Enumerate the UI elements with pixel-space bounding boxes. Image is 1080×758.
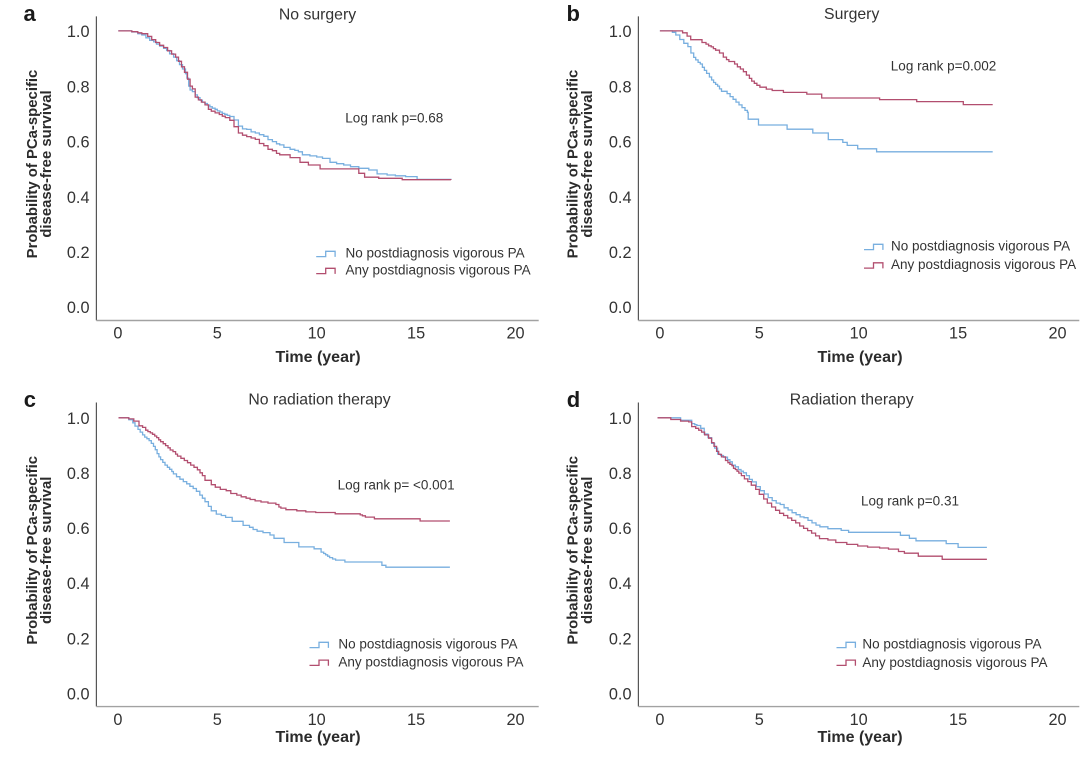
svg-text:Log rank p= <0.001: Log rank p= <0.001 xyxy=(338,478,455,493)
svg-text:0.8: 0.8 xyxy=(609,465,632,483)
svg-text:1.0: 1.0 xyxy=(609,23,632,41)
svg-text:disease-free survival: disease-free survival xyxy=(39,90,55,237)
svg-text:20: 20 xyxy=(1048,711,1066,729)
svg-text:c: c xyxy=(24,387,36,412)
svg-text:disease-free survival: disease-free survival xyxy=(580,477,596,624)
svg-text:0.6: 0.6 xyxy=(609,134,632,152)
svg-text:No postdiagnosis vigorous PA: No postdiagnosis vigorous PA xyxy=(891,239,1070,254)
svg-text:15: 15 xyxy=(949,711,967,729)
svg-text:Log rank p=0.68: Log rank p=0.68 xyxy=(345,111,443,126)
svg-text:20: 20 xyxy=(506,324,524,342)
svg-text:0: 0 xyxy=(655,711,664,729)
svg-text:0.6: 0.6 xyxy=(609,520,632,538)
svg-text:0.0: 0.0 xyxy=(67,685,90,703)
svg-text:5: 5 xyxy=(213,711,222,729)
svg-text:No postdiagnosis vigorous PA: No postdiagnosis vigorous PA xyxy=(346,246,525,261)
svg-text:0.8: 0.8 xyxy=(67,465,90,483)
svg-text:b: b xyxy=(567,1,580,26)
svg-text:No surgery: No surgery xyxy=(279,6,356,23)
svg-text:disease-free survival: disease-free survival xyxy=(580,90,596,237)
svg-text:1.0: 1.0 xyxy=(67,23,90,41)
svg-text:0.0: 0.0 xyxy=(609,685,632,703)
svg-text:5: 5 xyxy=(213,324,222,342)
svg-text:Log rank p=0.31: Log rank p=0.31 xyxy=(861,494,959,509)
svg-text:No postdiagnosis vigorous PA: No postdiagnosis vigorous PA xyxy=(338,637,517,652)
svg-text:5: 5 xyxy=(755,324,764,342)
svg-text:Any postdiagnosis vigorous PA: Any postdiagnosis vigorous PA xyxy=(338,654,523,669)
svg-text:10: 10 xyxy=(308,324,326,342)
svg-text:0.6: 0.6 xyxy=(67,520,90,538)
svg-text:No postdiagnosis vigorous PA: No postdiagnosis vigorous PA xyxy=(862,636,1041,651)
svg-text:Time (year): Time (year) xyxy=(275,349,360,366)
svg-text:0.6: 0.6 xyxy=(67,134,90,152)
svg-text:10: 10 xyxy=(308,711,326,729)
svg-text:Radiation therapy: Radiation therapy xyxy=(790,391,914,408)
svg-text:0: 0 xyxy=(113,324,122,342)
svg-text:10: 10 xyxy=(850,711,868,729)
svg-text:Surgery: Surgery xyxy=(824,6,879,23)
svg-text:a: a xyxy=(24,1,37,26)
svg-text:0.2: 0.2 xyxy=(609,630,632,648)
svg-text:0.4: 0.4 xyxy=(609,575,632,593)
svg-text:0.2: 0.2 xyxy=(67,244,90,262)
svg-text:15: 15 xyxy=(407,711,425,729)
svg-text:0.4: 0.4 xyxy=(609,189,632,207)
svg-text:Probability of PCa-specific: Probability of PCa-specific xyxy=(566,70,582,259)
svg-text:0.0: 0.0 xyxy=(67,299,90,317)
svg-text:Probability of PCa-specific: Probability of PCa-specific xyxy=(25,70,41,259)
svg-text:10: 10 xyxy=(850,324,868,342)
svg-text:No radiation therapy: No radiation therapy xyxy=(248,391,390,408)
svg-text:d: d xyxy=(567,387,580,412)
svg-text:0.2: 0.2 xyxy=(67,630,90,648)
svg-text:Time (year): Time (year) xyxy=(817,349,902,366)
svg-text:0.8: 0.8 xyxy=(67,78,90,96)
svg-text:Log rank p=0.002: Log rank p=0.002 xyxy=(891,59,996,74)
svg-text:20: 20 xyxy=(1048,324,1066,342)
svg-text:15: 15 xyxy=(949,324,967,342)
svg-text:Probability of PCa-specific: Probability of PCa-specific xyxy=(25,456,41,645)
svg-text:Any postdiagnosis vigorous PA: Any postdiagnosis vigorous PA xyxy=(891,257,1076,272)
svg-text:0: 0 xyxy=(655,324,664,342)
svg-text:Any postdiagnosis vigorous PA: Any postdiagnosis vigorous PA xyxy=(862,655,1047,670)
svg-text:0.4: 0.4 xyxy=(67,575,90,593)
svg-text:Probability of PCa-specific: Probability of PCa-specific xyxy=(566,456,582,645)
svg-text:0.0: 0.0 xyxy=(609,299,632,317)
svg-text:0.8: 0.8 xyxy=(609,78,632,96)
svg-text:0: 0 xyxy=(113,711,122,729)
svg-text:15: 15 xyxy=(407,324,425,342)
svg-text:20: 20 xyxy=(506,711,524,729)
svg-text:1.0: 1.0 xyxy=(609,410,632,428)
svg-text:Time (year): Time (year) xyxy=(817,729,902,746)
svg-text:Time (year): Time (year) xyxy=(275,729,360,746)
svg-text:0.4: 0.4 xyxy=(67,189,90,207)
svg-text:0.2: 0.2 xyxy=(609,244,632,262)
svg-text:disease-free survival: disease-free survival xyxy=(39,477,55,624)
svg-text:Any postdiagnosis vigorous PA: Any postdiagnosis vigorous PA xyxy=(346,263,531,278)
svg-text:5: 5 xyxy=(755,711,764,729)
svg-text:1.0: 1.0 xyxy=(67,410,90,428)
